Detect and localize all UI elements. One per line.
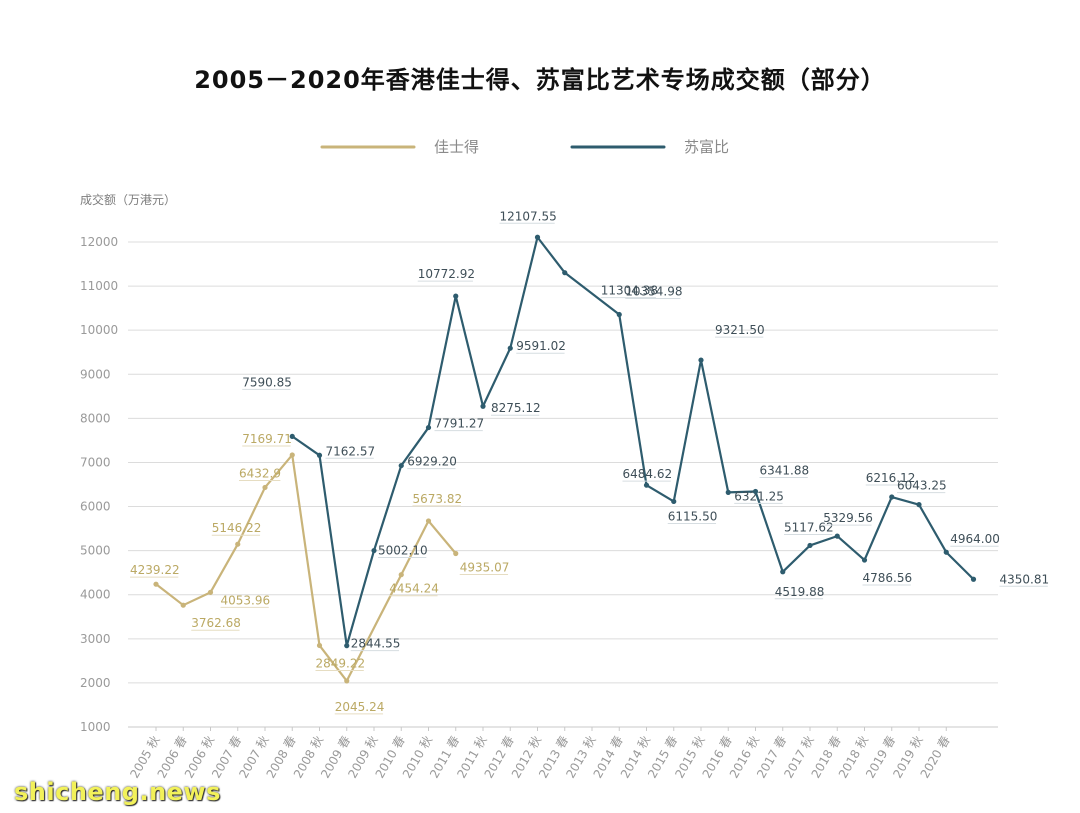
data-point	[889, 494, 895, 500]
data-point	[344, 643, 350, 649]
data-point	[289, 433, 295, 440]
data-label: 10354.98	[625, 285, 682, 299]
chart-title: 2005－2020年香港佳士得、苏富比艺术专场成交额（部分）	[194, 66, 886, 94]
y-tick-label: 7000	[80, 455, 111, 469]
y-tick-label: 1000	[80, 720, 111, 734]
data-label: 5329.56	[823, 511, 873, 525]
data-label: 10772.92	[418, 267, 475, 281]
data-point	[425, 424, 432, 431]
data-point	[425, 518, 432, 524]
y-tick-label: 12000	[80, 235, 118, 249]
data-label: 7162.57	[326, 444, 376, 458]
data-label: 4519.88	[775, 585, 825, 599]
data-point	[562, 270, 568, 276]
data-point	[398, 572, 404, 578]
data-label: 6043.25	[897, 479, 947, 493]
data-point	[725, 489, 731, 495]
data-label: 2849.22	[316, 656, 366, 670]
y-tick-label: 3000	[80, 632, 111, 646]
data-point	[235, 541, 241, 547]
y-tick-label: 6000	[80, 500, 111, 514]
data-point	[507, 345, 513, 351]
data-label: 6341.88	[760, 463, 810, 477]
data-point	[180, 602, 186, 608]
data-point	[807, 542, 813, 549]
data-point	[671, 498, 677, 505]
data-point	[698, 357, 704, 363]
data-point	[371, 547, 377, 554]
data-point	[970, 576, 977, 582]
data-label: 2844.55	[351, 637, 401, 651]
y-tick-label: 5000	[80, 544, 111, 558]
series-line-christies	[155, 453, 457, 683]
data-point	[453, 293, 459, 299]
data-point	[943, 549, 949, 555]
data-label: 6484.62	[623, 467, 673, 481]
data-label: 5146.22	[212, 521, 262, 535]
data-label: 4964.00	[950, 532, 1000, 546]
data-label: 11304.38	[601, 284, 658, 298]
y-tick-label: 4000	[80, 588, 111, 602]
data-label: 5002.10	[378, 544, 428, 558]
data-point	[616, 311, 622, 318]
data-label: 5673.82	[413, 492, 463, 506]
data-label: 6216.12	[866, 471, 916, 485]
data-label: 7590.85	[242, 375, 292, 389]
data-point	[207, 589, 214, 595]
y-tick-label: 11000	[80, 279, 118, 293]
data-label: 4935.07	[460, 560, 510, 574]
legend-label: 佳士得	[434, 138, 479, 156]
data-point	[453, 550, 459, 557]
data-label: 4053.96	[221, 593, 271, 607]
data-label: 5117.62	[784, 520, 834, 534]
data-point	[480, 403, 486, 409]
data-point	[534, 234, 541, 240]
data-point	[780, 569, 786, 575]
data-label: 12107.55	[500, 209, 557, 223]
data-label: 4239.22	[130, 563, 180, 577]
data-point	[289, 452, 295, 458]
data-point	[643, 482, 650, 488]
data-point	[316, 452, 323, 458]
y-tick-label: 2000	[80, 676, 111, 690]
data-point	[752, 488, 759, 495]
data-label: 7791.27	[435, 417, 485, 431]
data-label: 7169.71	[242, 432, 292, 446]
data-label: 4786.56	[863, 571, 913, 585]
data-label: 3762.68	[191, 616, 241, 630]
data-label: 6115.50	[668, 509, 718, 523]
y-tick-label: 9000	[80, 367, 111, 381]
data-label: 6321.25	[734, 489, 784, 503]
data-label: 9321.50	[715, 323, 765, 337]
data-point	[262, 484, 268, 491]
data-label: 4350.81	[1000, 572, 1050, 586]
data-label: 6432.9	[239, 466, 281, 480]
y-tick-label: 10000	[80, 323, 118, 337]
data-point	[398, 462, 404, 469]
data-point	[153, 581, 159, 587]
data-label: 2045.24	[335, 700, 385, 714]
watermark: shicheng.news	[14, 778, 221, 806]
data-label: 8275.12	[491, 401, 541, 415]
data-label: 4454.24	[389, 582, 439, 596]
data-point	[861, 557, 868, 563]
data-label: 6929.20	[407, 455, 457, 469]
data-point	[316, 642, 323, 649]
y-tick-label: 8000	[80, 411, 111, 425]
data-label: 9591.02	[516, 339, 566, 353]
data-point	[834, 533, 840, 539]
y-axis-title: 成交额（万港元）	[80, 192, 176, 207]
data-point	[916, 502, 922, 508]
legend-label: 苏富比	[684, 138, 729, 156]
data-point	[344, 678, 350, 684]
